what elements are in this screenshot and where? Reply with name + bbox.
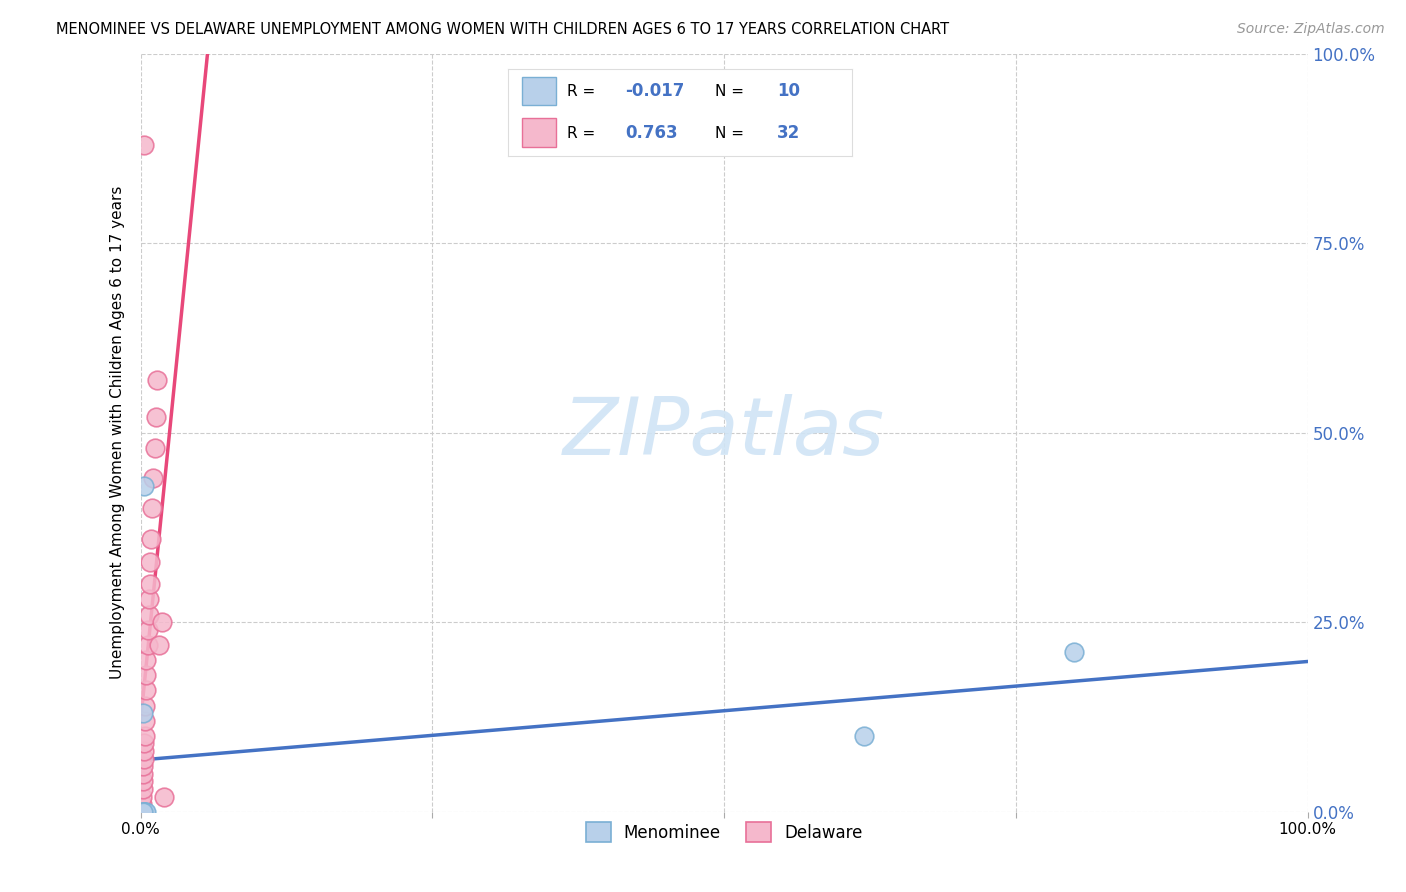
Point [131, 805, 153, 819]
Point [135, 805, 157, 819]
Point [148, 638, 170, 652]
Point [134, 805, 156, 819]
Point [131, 797, 153, 812]
Point [131, 789, 153, 804]
Point [138, 592, 160, 607]
Point [134, 698, 156, 713]
Text: MENOMINEE VS DELAWARE UNEMPLOYMENT AMONG WOMEN WITH CHILDREN AGES 6 TO 17 YEARS : MENOMINEE VS DELAWARE UNEMPLOYMENT AMONG… [56, 22, 949, 37]
Point [132, 706, 155, 721]
Point [132, 744, 155, 758]
Point [141, 501, 163, 516]
Point [132, 774, 155, 789]
Point [132, 805, 155, 819]
Point [1063, 646, 1085, 660]
Point [135, 668, 157, 682]
Text: ZIPatlas: ZIPatlas [562, 393, 886, 472]
Y-axis label: Unemployment Among Women with Children Ages 6 to 17 years: Unemployment Among Women with Children A… [110, 186, 125, 680]
Point [136, 638, 159, 652]
Point [132, 751, 155, 765]
Point [132, 479, 155, 493]
Point [132, 781, 155, 797]
Point [135, 683, 157, 698]
Point [135, 653, 157, 667]
Point [142, 471, 165, 485]
Point [132, 759, 155, 773]
Point [132, 805, 155, 819]
Point [145, 410, 167, 425]
Point [139, 554, 162, 569]
Point [853, 729, 876, 743]
Point [132, 805, 155, 819]
Legend: Menominee, Delaware: Menominee, Delaware [579, 815, 869, 849]
Point [132, 767, 155, 781]
Point [146, 373, 169, 387]
Point [139, 532, 162, 546]
Text: Source: ZipAtlas.com: Source: ZipAtlas.com [1237, 22, 1385, 37]
Point [132, 737, 155, 751]
Point [134, 729, 156, 743]
Point [139, 577, 162, 591]
Point [143, 441, 166, 455]
Point [138, 607, 160, 622]
Point [150, 615, 173, 630]
Point [132, 805, 155, 819]
Point [132, 137, 155, 152]
Point [153, 789, 176, 804]
Point [134, 714, 156, 728]
Point [136, 623, 159, 637]
